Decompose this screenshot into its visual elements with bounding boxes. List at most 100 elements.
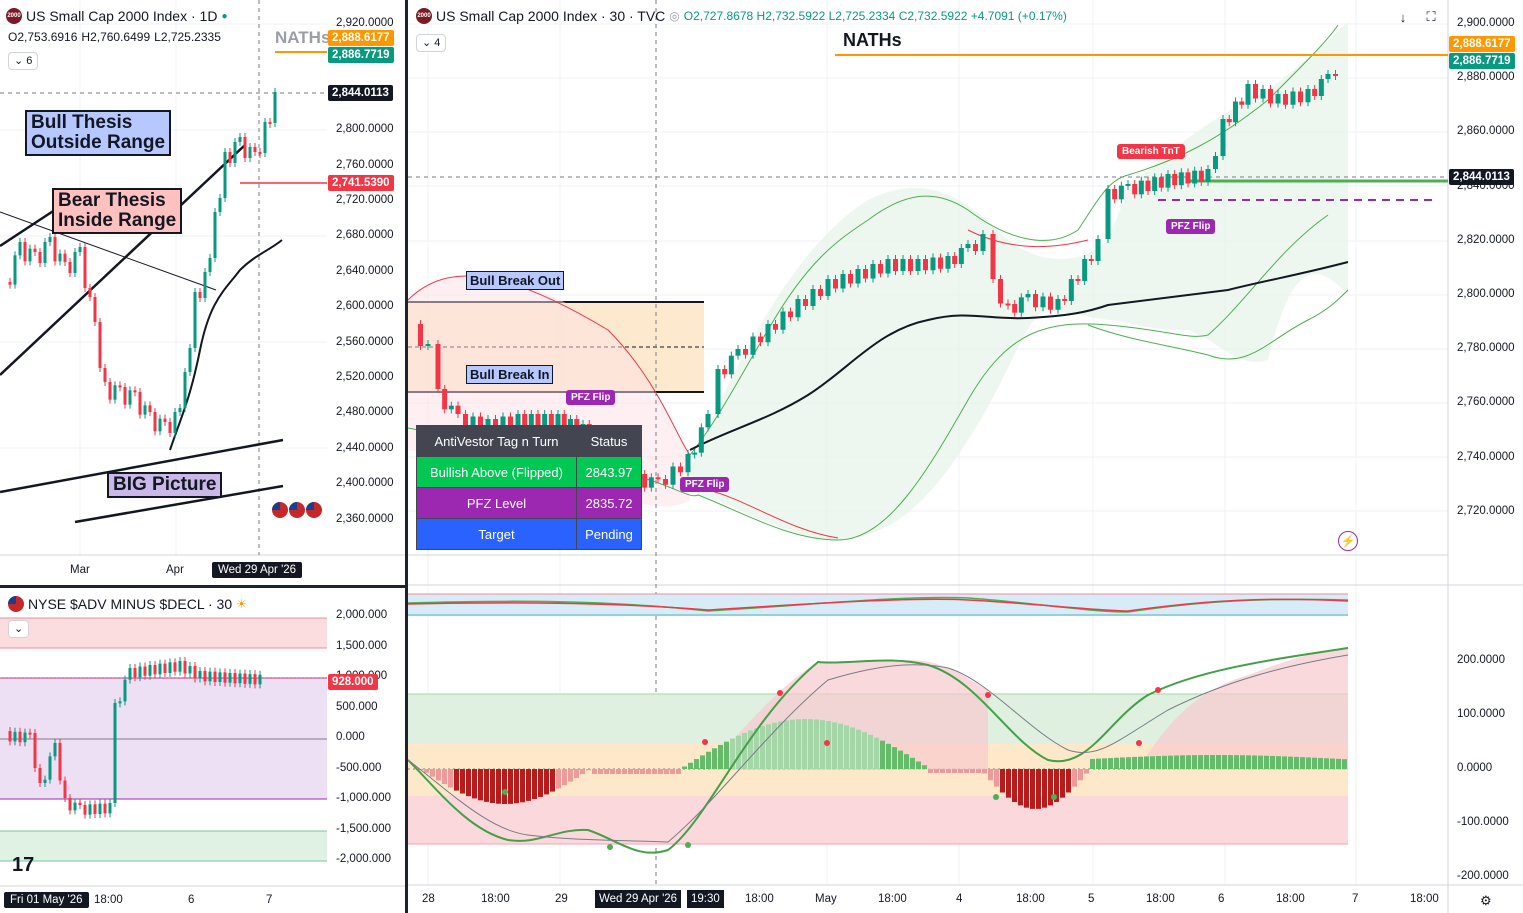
histogram-bar — [1144, 756, 1149, 769]
candle — [173, 662, 177, 672]
candle — [1172, 174, 1178, 186]
candle — [840, 274, 846, 289]
histogram-bar — [556, 769, 561, 789]
axis-label: 2,900.0000 — [1457, 17, 1515, 29]
histogram-bar — [730, 738, 735, 769]
histogram-bar — [544, 769, 549, 795]
dot-icon: ◎ — [669, 9, 680, 23]
pane-separator-vertical[interactable] — [405, 0, 408, 913]
candle — [138, 666, 142, 678]
flag-icons[interactable] — [272, 502, 322, 518]
lightning-icon[interactable]: ⚡ — [1338, 531, 1358, 551]
pane-separator-horizontal[interactable] — [0, 585, 405, 588]
histogram-bar — [502, 769, 507, 804]
candle — [535, 414, 541, 426]
histogram-bar — [430, 769, 435, 777]
histogram-bar — [772, 722, 777, 769]
time-axis-label: 4 — [956, 893, 963, 905]
candle — [108, 803, 112, 814]
main-30m-chart[interactable]: 2000 US Small Cap 2000 Index · 30 · TVC … — [408, 0, 1523, 913]
left-symbol-title[interactable]: US Small Cap 2000 Index · 1D — [26, 8, 218, 24]
candle — [8, 731, 12, 742]
candle — [243, 673, 247, 684]
axis-label: 2,000.000 — [336, 609, 388, 621]
candle — [715, 369, 721, 414]
histogram-bar — [1186, 755, 1191, 769]
breadth-collapse[interactable]: ⌄ — [8, 620, 30, 638]
axis-label: 2,880.0000 — [1457, 71, 1515, 84]
candle — [73, 252, 77, 273]
candle — [178, 661, 182, 672]
left-time-apr: Apr — [166, 564, 184, 576]
candle — [153, 665, 157, 675]
axis-label: 2,820.0000 — [1457, 233, 1515, 246]
main-symbol-title[interactable]: US Small Cap 2000 Index · 30 · TVC — [436, 8, 666, 24]
oscillator-histogram — [418, 719, 1347, 809]
scroll-down-icon[interactable]: ↓ — [1399, 9, 1407, 25]
us-flag-icon — [8, 596, 24, 612]
index-icon: 2000 — [6, 8, 22, 24]
candle — [692, 452, 698, 455]
main-price-axis[interactable]: 2,900.0000 2,880.0000 2,860.0000 2,840.0000… — [1449, 0, 1523, 555]
main-indicator-toggle[interactable]: ⌄ 4 — [416, 34, 447, 52]
main-collapse[interactable]: ⌄ 4 — [416, 34, 447, 52]
histogram-bar — [1030, 769, 1035, 809]
main-open: O2,727.8678 — [683, 9, 754, 23]
settings-gear-icon[interactable]: ⚙ — [1480, 893, 1492, 908]
left-indicator-toggle[interactable]: ⌄ 6 — [8, 52, 39, 70]
candle — [878, 264, 883, 274]
breadth-symbol-title[interactable]: NYSE $ADV MINUS $DECL · 30 — [28, 596, 233, 612]
left-daily-chart[interactable]: 2000 US Small Cap 2000 Index · 1D ● O2,7… — [0, 0, 405, 585]
candle — [103, 803, 107, 814]
candle — [208, 258, 212, 272]
candle — [555, 414, 561, 426]
candle — [1132, 184, 1138, 195]
candle — [113, 703, 117, 803]
histogram-bar — [982, 769, 987, 774]
histogram-bar — [1294, 756, 1299, 769]
axis-label: 2,780.0000 — [1457, 342, 1515, 355]
chevron-down-icon[interactable]: ⌄ — [8, 620, 30, 638]
histogram-bar — [784, 720, 789, 769]
breadth-price-axis[interactable]: 2,000.0001,500.0001,000.000500.0000.000-… — [328, 588, 405, 886]
candle — [1283, 94, 1288, 105]
candle — [642, 474, 648, 488]
candle — [1198, 170, 1204, 182]
maximize-icon[interactable]: ⛶ — [1426, 9, 1436, 24]
histogram-bar — [1114, 757, 1119, 769]
candle — [8, 282, 12, 285]
histogram-bar — [688, 762, 693, 769]
candle — [980, 234, 986, 251]
oscillator-axis[interactable]: 200.0000 100.0000 0.0000 -100.0000 -200.0000 — [1449, 640, 1523, 885]
left-collapse[interactable]: ⌄ 6 — [8, 52, 39, 70]
candle — [1239, 101, 1245, 105]
candle — [958, 248, 964, 264]
histogram-bar — [472, 769, 477, 799]
table-row-target-label: Target — [416, 518, 577, 550]
breadth-chart[interactable]: NYSE $ADV MINUS $DECL · 30 ☀ ⌄ 2,000.000… — [0, 588, 405, 913]
left-price-axis[interactable]: 2,920.00002,880.00002,840.00002,800.0000… — [328, 0, 405, 555]
candle — [722, 369, 728, 375]
histogram-bar — [508, 769, 513, 804]
bull-break-in-label: Bull Break In — [466, 365, 554, 384]
histogram-bar — [988, 769, 993, 781]
candle — [425, 344, 431, 346]
candle — [1062, 299, 1068, 301]
candle — [193, 666, 197, 679]
candle — [1226, 119, 1232, 123]
left-candles — [8, 88, 277, 437]
histogram-bar — [934, 769, 939, 773]
left-open: O2,753.6916 — [8, 30, 78, 44]
axis-label: 2,760.0000 — [1457, 396, 1515, 409]
candle — [515, 414, 521, 428]
histogram-bar — [1174, 755, 1179, 769]
histogram-bar — [1210, 755, 1215, 769]
left-indicator-count: 6 — [26, 55, 33, 67]
main-time-axis[interactable]: 28 18:00 29 Wed 29 Apr '26 19:30 18:00 May 18:0… — [408, 885, 1523, 913]
candle — [123, 387, 127, 405]
histogram-bar — [676, 769, 681, 774]
histogram-bar — [460, 769, 465, 794]
axis-label: 2,760.0000 — [336, 158, 394, 171]
candle — [1118, 185, 1124, 200]
axis-label: 2,860.0000 — [1457, 125, 1515, 138]
